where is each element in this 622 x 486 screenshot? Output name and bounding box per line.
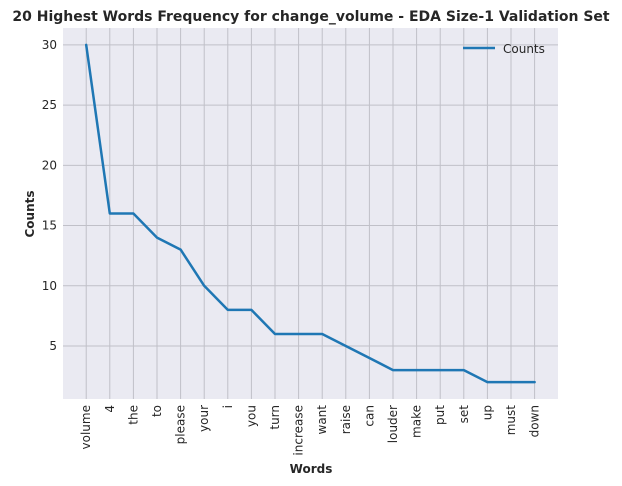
x-tick-label: put (433, 405, 447, 425)
x-tick-label: to (150, 405, 164, 417)
series-group (84, 43, 536, 384)
x-tick-label: 4 (103, 405, 117, 413)
y-tick-labels: 5 10 15 20 25 30 (42, 38, 57, 353)
x-tick-label: want (315, 405, 329, 435)
y-tick-label: 5 (49, 339, 57, 353)
x-tick-label: louder (386, 405, 400, 443)
y-tick-label: 10 (42, 279, 57, 293)
x-tick-label: you (244, 405, 258, 427)
x-tick-label: i (221, 405, 235, 408)
x-tick-label: can (362, 405, 376, 427)
x-tick-label: must (504, 405, 518, 436)
plot-area (63, 28, 558, 399)
x-tick-labels: volume 4 the to please your i you turn increase wa… (79, 405, 541, 456)
legend-label: Counts (503, 42, 545, 56)
y-tick-label: 30 (42, 38, 57, 52)
x-tick-label: increase (292, 405, 306, 456)
x-tick-label: down (528, 405, 542, 437)
y-gridlines (63, 44, 558, 347)
x-tick-label: set (457, 405, 471, 424)
x-tick-label: volume (79, 405, 93, 449)
x-tick-label: up (480, 405, 494, 420)
series-line-counts (84, 43, 536, 384)
x-tick-label: please (174, 405, 188, 444)
x-tick-label: your (197, 405, 211, 432)
x-gridlines (85, 28, 536, 399)
x-tick-label: make (410, 405, 424, 438)
y-tick-label: 15 (42, 219, 57, 233)
chart-title: 20 Highest Words Frequency for change_vo… (12, 9, 610, 25)
x-tick-label: raise (339, 405, 353, 434)
legend: Counts (463, 42, 545, 56)
y-axis-label: Counts (23, 190, 37, 237)
y-tick-label: 20 (42, 158, 57, 172)
x-tick-label: turn (268, 405, 282, 430)
y-tick-label: 25 (42, 98, 57, 112)
x-axis-label: Words (290, 462, 333, 476)
x-tick-label: the (126, 405, 140, 425)
